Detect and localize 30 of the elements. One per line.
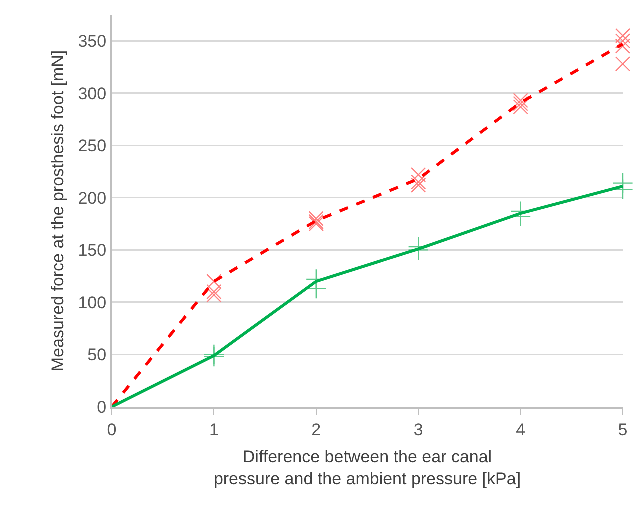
x-tick-label: 4	[516, 420, 526, 440]
y-tick-label: 250	[78, 136, 107, 156]
point	[615, 28, 631, 44]
point	[308, 211, 324, 226]
point	[513, 93, 528, 108]
point	[615, 56, 631, 72]
y-tick-label: 300	[78, 84, 107, 104]
y-tick-label: 0	[97, 398, 107, 417]
x-tick-label: 5	[618, 420, 628, 440]
y-tick-label: 150	[78, 241, 107, 260]
x-tick-label: 3	[414, 420, 424, 440]
point	[206, 288, 222, 303]
y-axis-title: Measured force at the prosthesis foot [mN]	[48, 50, 68, 372]
y-tick-label: 200	[78, 188, 107, 208]
point	[411, 167, 426, 183]
point	[411, 178, 426, 193]
point	[513, 96, 528, 112]
point	[206, 284, 222, 300]
point	[206, 274, 222, 290]
x-tick-label: 1	[209, 420, 219, 440]
x-tick-label: 2	[312, 420, 322, 440]
point	[306, 278, 327, 300]
y-tick-label: 100	[78, 293, 107, 312]
point	[513, 99, 528, 115]
y-tick-label: 50	[88, 346, 107, 365]
y-tick-label: 350	[78, 32, 107, 52]
point	[615, 34, 631, 49]
x-axis-title: Difference between the ear canal pressure and the ambient pressure [kPa]	[214, 447, 522, 488]
point	[411, 174, 426, 190]
point	[615, 38, 631, 54]
